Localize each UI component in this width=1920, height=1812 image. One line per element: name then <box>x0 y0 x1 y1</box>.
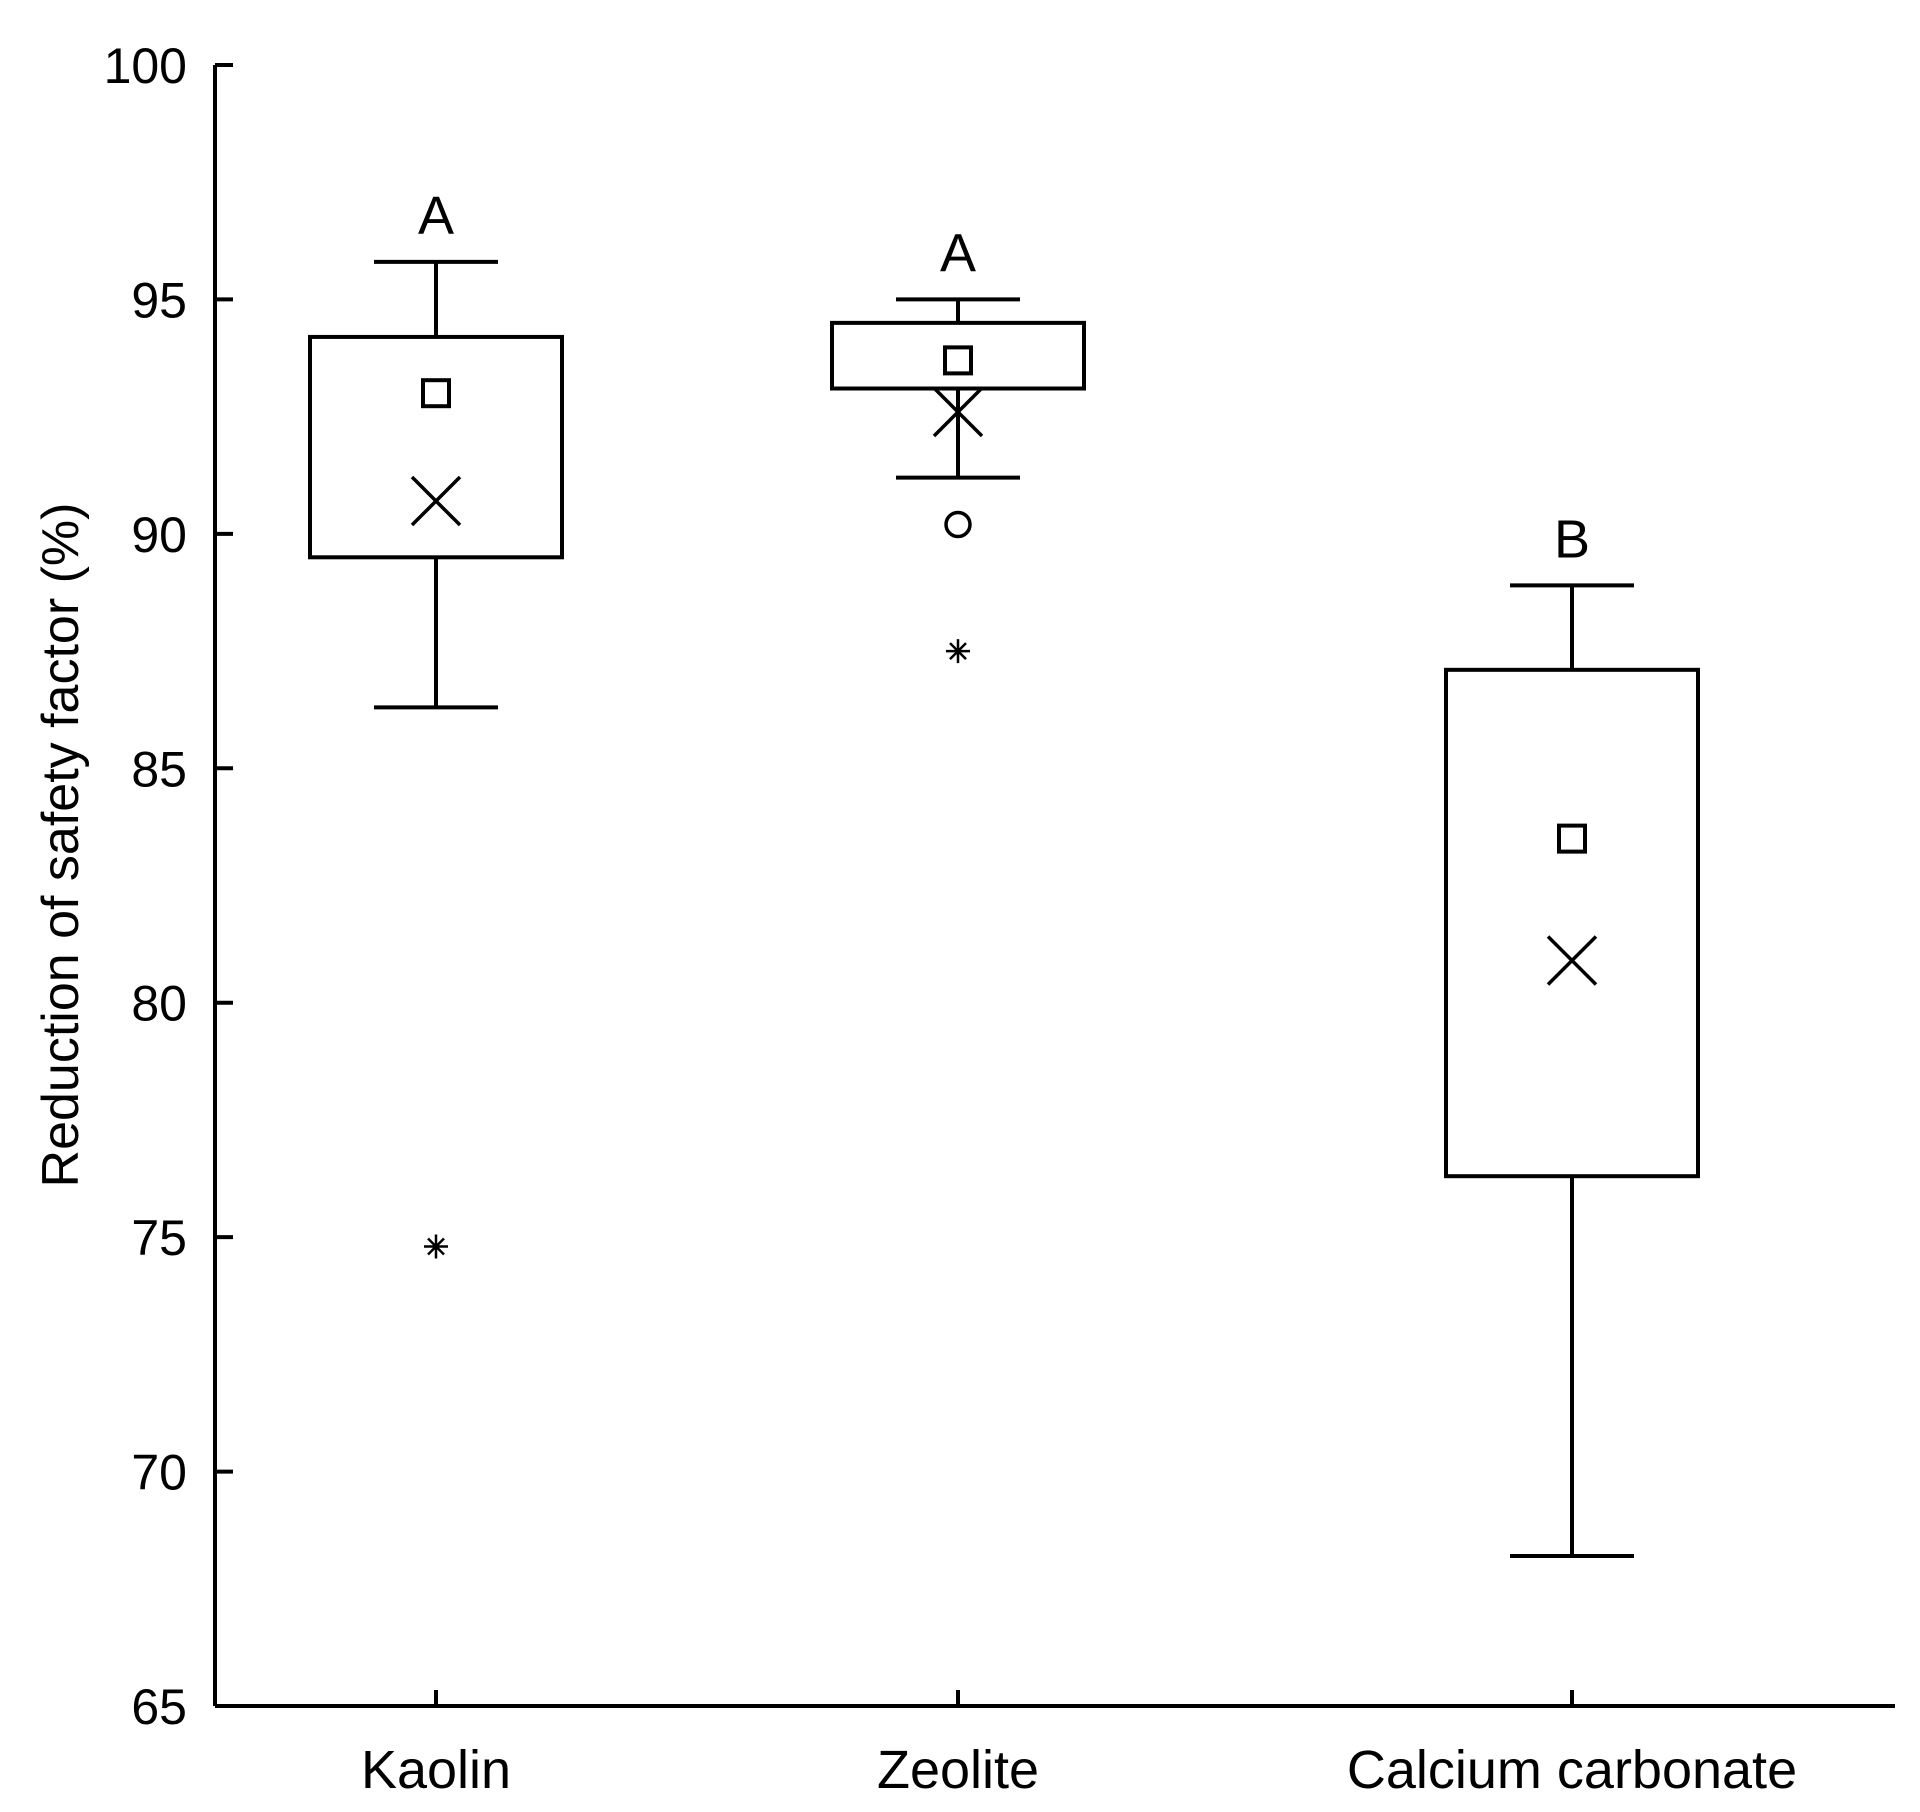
y-tick-label: 65 <box>131 1679 187 1735</box>
mean-marker <box>932 386 984 438</box>
outlier-marker <box>944 510 972 539</box>
extreme-marker <box>424 1234 448 1259</box>
x-tick-label: Zeolite <box>877 1740 1039 1800</box>
x-tick-label: Calcium carbonate <box>1347 1740 1797 1800</box>
y-tick-label: 90 <box>131 507 187 563</box>
iqr-box <box>308 334 564 560</box>
significance-letter: B <box>1554 509 1590 569</box>
significance-letter: A <box>418 186 454 246</box>
y-tick-label: 100 <box>104 38 187 94</box>
significance-letter: A <box>940 223 976 283</box>
iqr-box <box>1444 667 1700 1179</box>
box-group: B <box>1444 509 1700 1558</box>
y-tick-label: 75 <box>131 1210 187 1266</box>
x-tick-label: Kaolin <box>361 1740 511 1800</box>
boxes-layer: A A B <box>308 186 1700 1558</box>
median-marker <box>1557 823 1587 854</box>
extreme-marker <box>946 639 970 664</box>
box-group: A <box>308 186 564 1259</box>
y-tick-label: 95 <box>131 272 187 328</box>
mean-marker <box>410 475 462 527</box>
median-marker <box>421 378 451 409</box>
median-marker <box>943 345 973 376</box>
box-group: A <box>830 223 1086 664</box>
y-tick-label: 70 <box>131 1445 187 1501</box>
mean-marker <box>1546 935 1598 986</box>
axes-layer: 65 70 75 80 85 90 95 100 Kaolin Zeolite Calcium ca… <box>104 38 1895 1800</box>
y-axis-label: Reduction of safety factor (%) <box>32 503 90 1188</box>
y-tick-label: 85 <box>131 741 187 797</box>
y-tick-label: 80 <box>131 976 187 1032</box>
